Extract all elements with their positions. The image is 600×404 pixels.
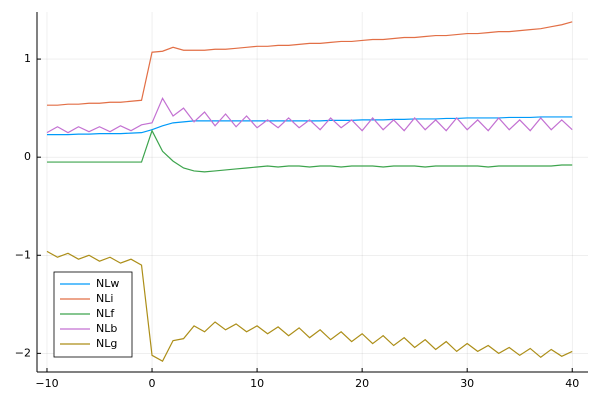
y-tick-label: −2 [15,346,31,359]
x-tick-label: 40 [565,377,579,390]
legend-label: NLf [96,307,115,320]
x-tick-label: 0 [149,377,156,390]
x-tick-label: 10 [250,377,264,390]
x-tick-label: 20 [355,377,369,390]
legend-label: NLg [96,337,117,350]
data-line [46,250,573,363]
x-tick-label: 30 [460,377,474,390]
y-tick-label: 1 [24,52,31,65]
y-tick-label: 0 [24,150,31,163]
legend: NLw NLi NLf NLb NLg [53,271,133,358]
x-tick-label: −10 [35,377,58,390]
legend-label: NLi [96,292,113,305]
data-line [46,97,573,134]
y-tick-label: −1 [15,248,31,261]
legend-label: NLw [96,277,119,290]
data-line [46,21,573,106]
data-line [46,116,573,136]
legend-label: NLb [96,322,117,335]
data-line [46,129,573,173]
